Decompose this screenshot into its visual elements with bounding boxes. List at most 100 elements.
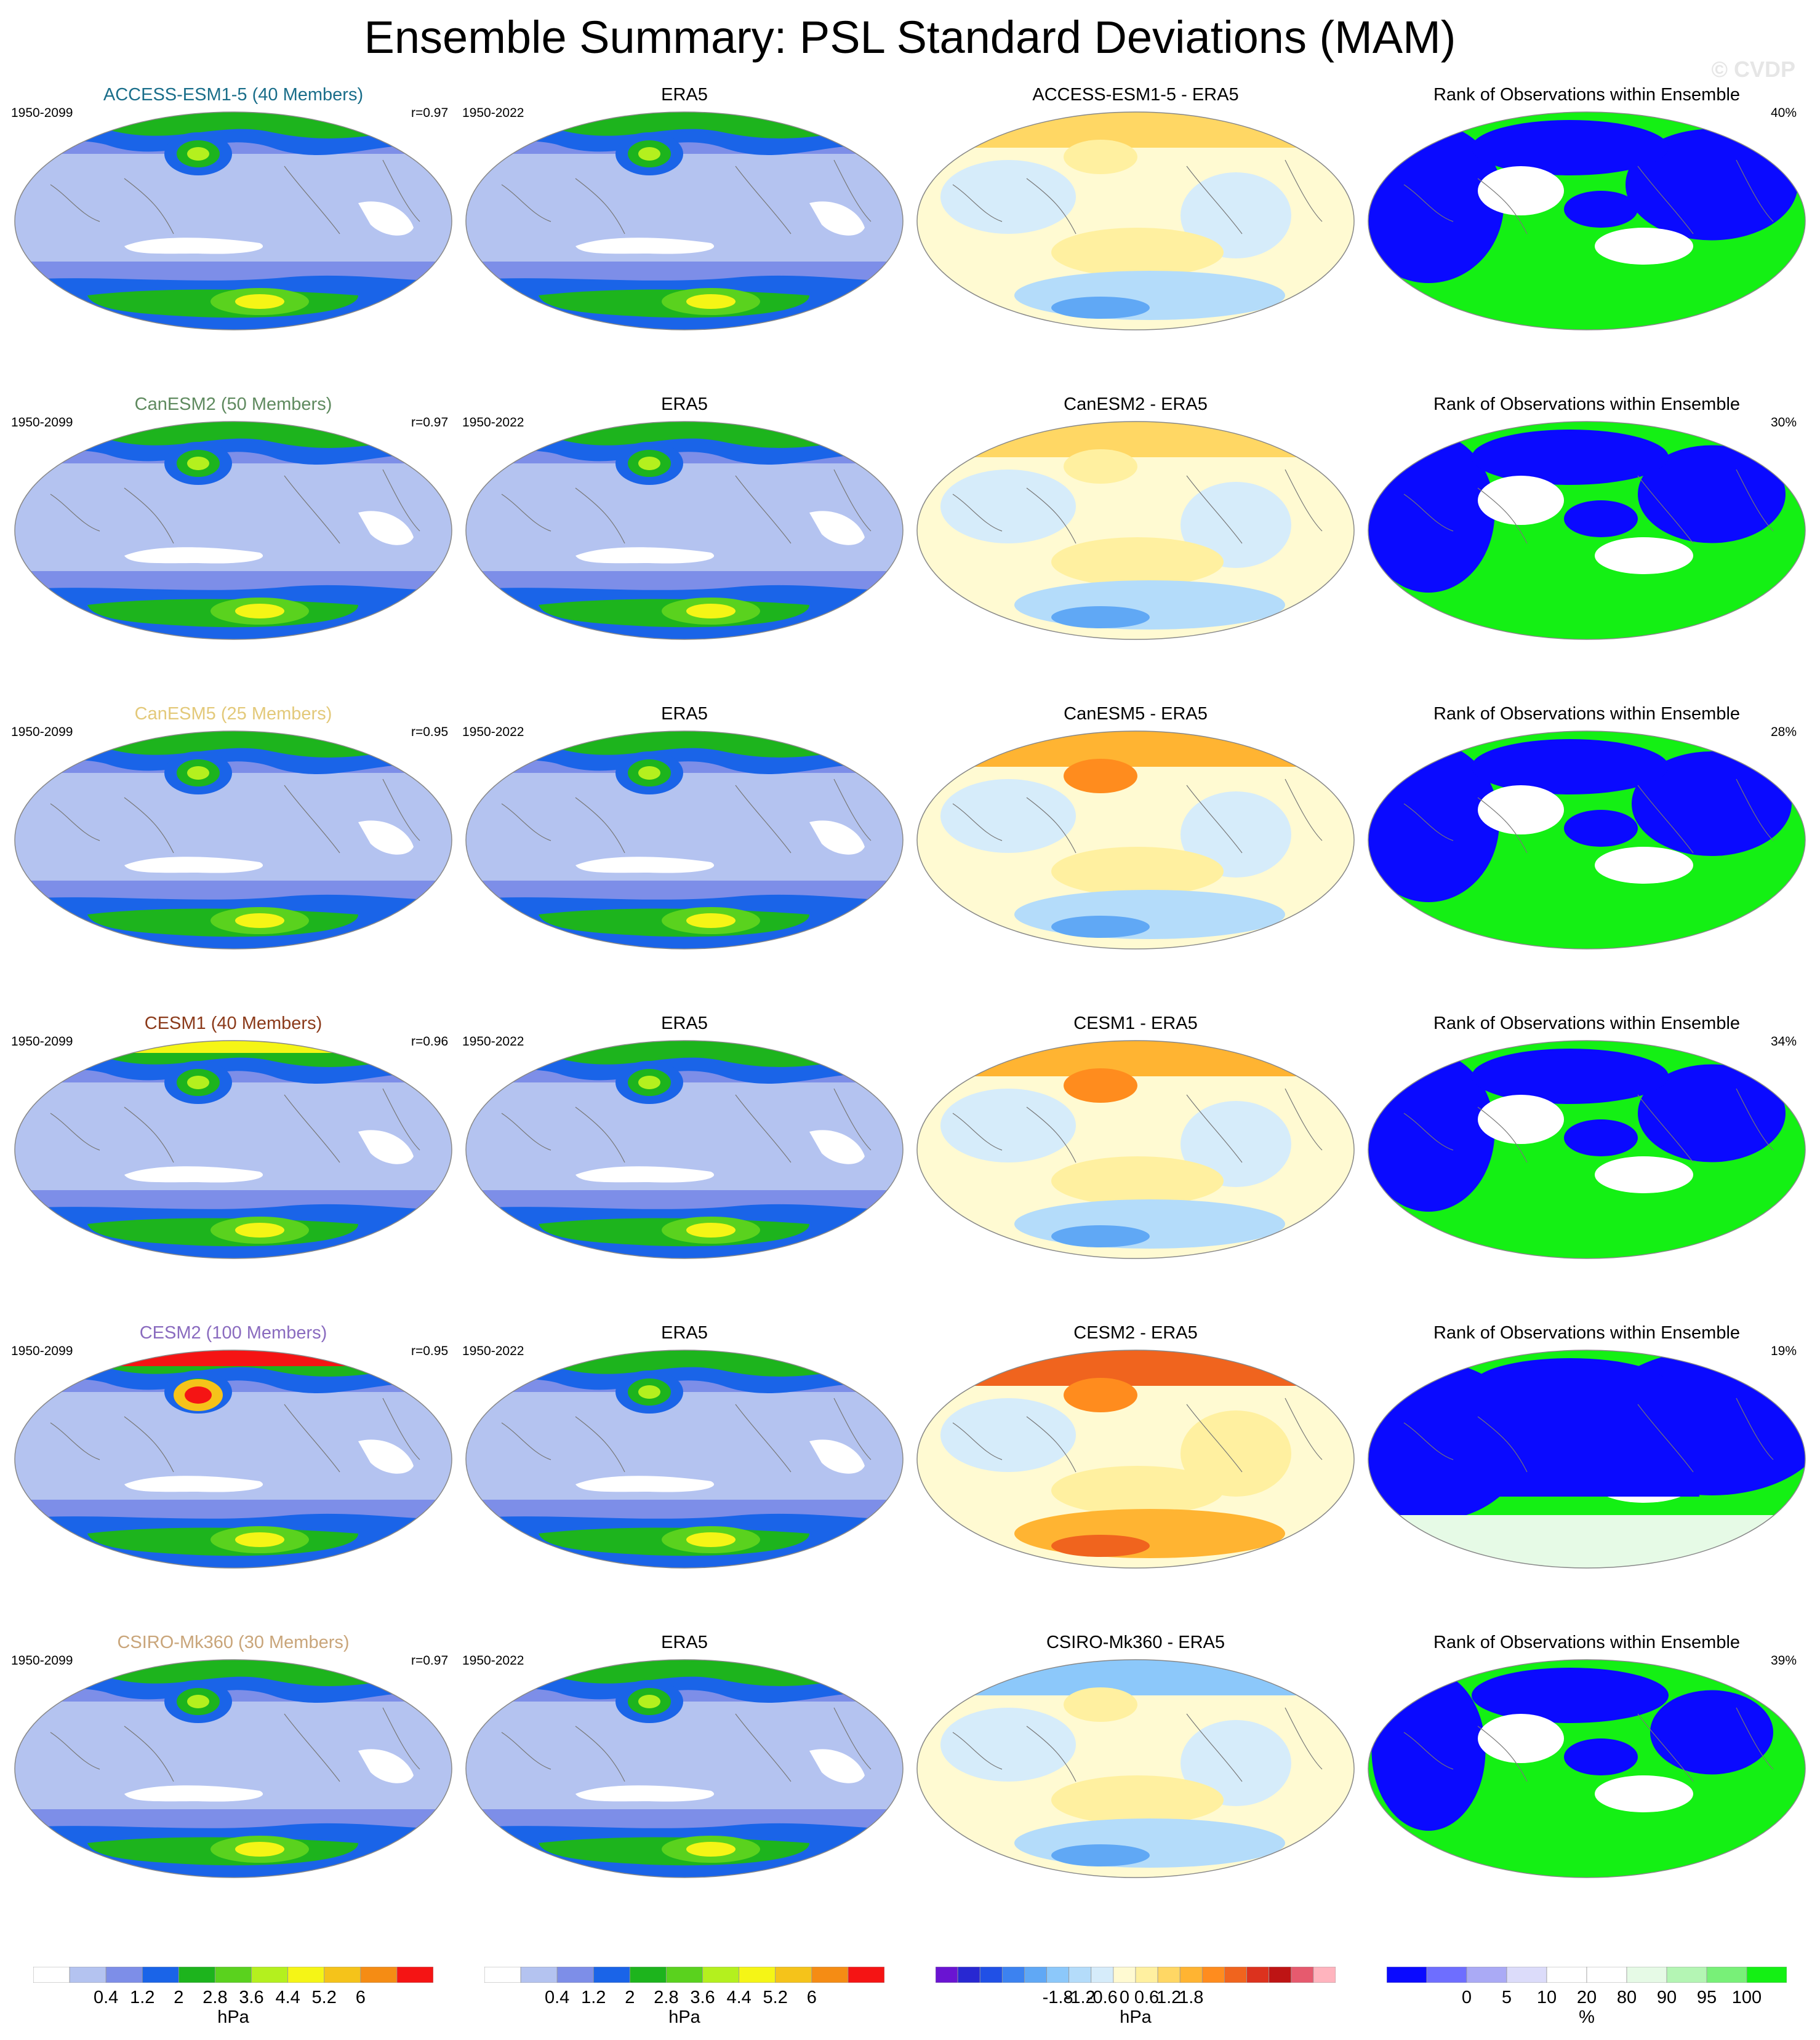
obs-map [465,730,904,950]
model-years: 1950-2099 [11,1034,73,1049]
obs-years: 1950-2022 [462,106,524,120]
colorbar-tick-label: 5.2 [311,1988,337,2007]
rank-map [1368,111,1806,330]
model-panel-title: CESM1 (40 Members) [144,1014,323,1033]
model-panel-title: CSIRO-Mk360 (30 Members) [117,1633,350,1652]
rank-map [1368,1350,1806,1569]
diff-panel-title: ACCESS-ESM1-5 - ERA5 [1032,85,1239,105]
rank-percent: 28% [1771,725,1797,739]
colorbar-tick-label: 3.6 [690,1988,715,2007]
colorbar-tick-label: 10 [1536,1988,1557,2007]
colorbar-tick-label: 2 [174,1988,184,2007]
colorbar-tick-label: 2.8 [654,1988,679,2007]
colorbar-tick-label: 3.6 [239,1988,264,2007]
obs-years: 1950-2022 [462,1034,524,1049]
pattern-correlation: r=0.95 [411,725,449,739]
obs-panel-title: ERA5 [661,1014,708,1033]
colorbar-tick-label: 0.4 [545,1988,570,2007]
colorbar-tick-label: 80 [1616,1988,1637,2007]
colorbar-2 [484,1967,884,1983]
obs-panel-title: ERA5 [661,1633,708,1652]
colorbar-tick-label: 1.2 [130,1988,155,2007]
obs-map [465,1350,904,1569]
colorbar-4 [1387,1967,1787,1983]
rank-percent: 30% [1771,415,1797,430]
colorbar-tick-label: -0.6 [1086,1988,1118,2007]
rank-percent: 34% [1771,1034,1797,1049]
colorbar-tick-label: 1.2 [1156,1988,1182,2007]
pattern-correlation: r=0.97 [411,415,449,430]
model-panel-title: CanESM2 (50 Members) [134,394,332,414]
colorbar-tick-label: 1.2 [581,1988,606,2007]
colorbar-unit: % [1579,2007,1595,2027]
pattern-correlation: r=0.95 [411,1344,449,1358]
colorbar-tick-label: 0.6 [1134,1988,1160,2007]
colorbar-3 [936,1967,1336,1983]
diff-panel-title: CanESM2 - ERA5 [1064,394,1208,414]
diff-map [916,421,1355,640]
model-map [14,1040,452,1259]
colorbar-unit: hPa [1120,2007,1152,2027]
diff-map [916,1040,1355,1259]
colorbar-tick-label: 95 [1696,1988,1717,2007]
rank-panel-title: Rank of Observations within Ensemble [1433,704,1741,724]
colorbar-tick-label: 90 [1656,1988,1677,2007]
model-panel-title: ACCESS-ESM1-5 (40 Members) [103,85,364,105]
rank-panel-title: Rank of Observations within Ensemble [1433,1014,1741,1033]
obs-years: 1950-2022 [462,415,524,430]
obs-map [465,421,904,640]
pattern-correlation: r=0.97 [411,1654,449,1668]
rank-percent: 19% [1771,1344,1797,1358]
diff-panel-title: CSIRO-Mk360 - ERA5 [1046,1633,1225,1652]
colorbar-tick-label: -1.8 [1042,1988,1073,2007]
model-years: 1950-2099 [11,1654,73,1668]
diff-map [916,730,1355,950]
colorbar-tick-label: 4.4 [275,1988,300,2007]
colorbar-tick-label: 6 [806,1988,817,2007]
obs-panel-title: ERA5 [661,85,708,105]
rank-percent: 40% [1771,106,1797,120]
obs-years: 1950-2022 [462,1344,524,1358]
colorbar-tick-label: 1.8 [1179,1988,1204,2007]
obs-years: 1950-2022 [462,725,524,739]
model-map [14,1350,452,1569]
colorbar-tick-label: 5.2 [763,1988,788,2007]
colorbar-tick-label: 2 [625,1988,635,2007]
colorbar-tick-label: 0.4 [94,1988,119,2007]
model-years: 1950-2099 [11,106,73,120]
rank-map [1368,421,1806,640]
obs-map [465,1040,904,1259]
model-map [14,421,452,640]
colorbar-tick-label: 4.4 [726,1988,752,2007]
rank-percent: 39% [1771,1654,1797,1668]
colorbar-unit: hPa [217,2007,249,2027]
model-map [14,111,452,330]
colorbar-tick-label: 6 [355,1988,366,2007]
obs-panel-title: ERA5 [661,704,708,724]
rank-map [1368,730,1806,950]
model-years: 1950-2099 [11,1344,73,1358]
pattern-correlation: r=0.97 [411,106,449,120]
diff-panel-title: CESM2 - ERA5 [1073,1323,1198,1343]
colorbar-unit: hPa [668,2007,700,2027]
model-years: 1950-2099 [11,415,73,430]
pattern-correlation: r=0.96 [411,1034,449,1049]
colorbar-tick-label: 100 [1731,1988,1762,2007]
colorbar-1 [33,1967,433,1983]
diff-panel-title: CanESM5 - ERA5 [1064,704,1208,724]
model-years: 1950-2099 [11,725,73,739]
obs-map [465,111,904,330]
colorbar-tick-label: -1.2 [1064,1988,1096,2007]
rank-panel-title: Rank of Observations within Ensemble [1433,394,1741,414]
diff-panel-title: CESM1 - ERA5 [1073,1014,1198,1033]
diff-map [916,1659,1355,1878]
colorbar-tick-label: 0 [1119,1988,1129,2007]
obs-panel-title: ERA5 [661,1323,708,1343]
colorbar-tick-label: 5 [1501,1988,1512,2007]
rank-map [1368,1659,1806,1878]
rank-panel-title: Rank of Observations within Ensemble [1433,1633,1741,1652]
rank-panel-title: Rank of Observations within Ensemble [1433,1323,1741,1343]
colorbar-tick-label: 0 [1461,1988,1472,2007]
diff-map [916,1350,1355,1569]
page-title: Ensemble Summary: PSL Standard Deviation… [364,12,1456,63]
